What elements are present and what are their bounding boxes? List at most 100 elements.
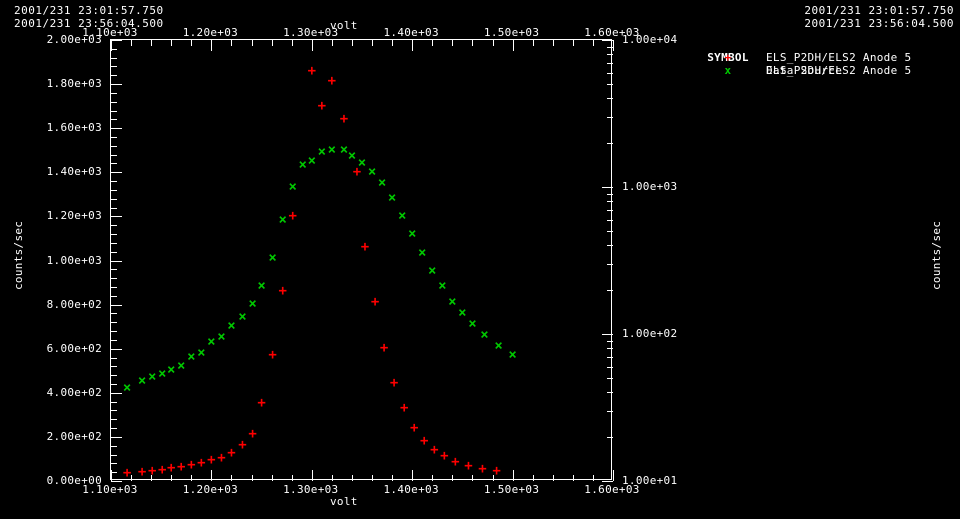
data-point-series-0: +	[207, 451, 216, 468]
y-left-minor-tick	[111, 463, 117, 465]
x-major-tick-top	[311, 40, 313, 51]
y-right-major-tick	[602, 187, 613, 188]
x-minor-tick-bottom	[131, 475, 133, 481]
y-left-tick-label-0: 0.00e+00	[46, 474, 102, 487]
y-right-minor-tick	[607, 378, 613, 380]
x-major-tick-top	[111, 40, 112, 51]
x-minor-tick-top	[392, 40, 394, 46]
data-point-series-0: +	[440, 448, 449, 465]
x-minor-tick-top	[532, 40, 534, 46]
y-left-major-tick	[111, 40, 122, 41]
legend-source-1: ELS_P2DH/ELS2 Anode 5	[766, 64, 912, 77]
y-right-minor-tick	[607, 62, 613, 64]
data-point-series-0: +	[177, 459, 186, 476]
y-left-minor-tick	[111, 401, 117, 403]
data-point-series-0: +	[399, 399, 409, 416]
x-minor-tick-top	[131, 40, 133, 46]
y-left-minor-tick	[111, 75, 117, 77]
y-left-minor-tick	[111, 322, 117, 324]
legend-entries: + ELS_P2DH/ELS2 Anode 5 x ELS_P2DH/ELS2 Ano…	[690, 51, 912, 77]
data-point-series-0: +	[238, 437, 247, 454]
data-point-series-1: ×	[137, 373, 147, 390]
y-left-tick-label-10: 2.00e+03	[46, 33, 102, 46]
data-point-series-0: +	[389, 375, 399, 392]
data-point-series-1: ×	[418, 245, 427, 262]
data-point-series-1: ×	[377, 174, 387, 191]
x-minor-tick-bottom	[291, 475, 293, 481]
y-left-minor-tick	[111, 445, 117, 447]
data-point-series-0: +	[257, 395, 266, 412]
x-minor-tick-bottom	[271, 475, 273, 481]
x-tick-label-bottom-2: 1.30e+03	[283, 483, 339, 496]
data-point-series-0: +	[451, 453, 460, 470]
y-left-minor-tick	[111, 366, 117, 368]
y-left-tick-label-8: 1.60e+03	[46, 121, 102, 135]
x-minor-tick-bottom	[351, 475, 353, 481]
x-axis-title-top: volt	[330, 19, 358, 32]
data-point-series-1: ×	[238, 309, 247, 326]
y-left-minor-tick	[111, 225, 117, 227]
x-minor-tick-bottom	[392, 475, 394, 481]
data-point-series-0: +	[122, 464, 132, 479]
data-point-series-0: +	[492, 462, 501, 479]
y-left-tick-label-6: 1.20e+03	[46, 209, 102, 223]
x-minor-tick-top	[191, 40, 193, 46]
data-point-series-0: +	[379, 340, 389, 357]
data-point-series-1: ×	[438, 278, 447, 295]
x-minor-tick-bottom	[151, 475, 153, 481]
data-point-series-1: ×	[187, 349, 196, 366]
y-left-minor-tick	[111, 339, 117, 341]
data-point-series-1: ×	[268, 249, 277, 266]
x-minor-tick-bottom	[191, 475, 193, 481]
y-right-minor-tick	[607, 245, 613, 247]
y-right-minor-tick	[607, 348, 613, 350]
y-left-major-tick	[111, 172, 122, 174]
y-left-minor-tick	[111, 357, 117, 359]
y-left-minor-tick	[111, 242, 117, 244]
data-point-series-1: ×	[288, 179, 297, 196]
y-left-minor-tick	[111, 181, 117, 183]
data-point-series-1: ×	[307, 152, 317, 169]
legend-symbol-header: SYMBOL	[707, 51, 749, 64]
y-left-major-tick	[111, 436, 122, 438]
x-major-tick-bottom	[211, 470, 213, 481]
y-left-major-tick	[111, 128, 122, 130]
x-minor-tick-top	[452, 40, 454, 46]
y-right-tick-label-2: 1.00e+03	[622, 180, 678, 193]
y-left-minor-tick	[111, 331, 117, 333]
y-right-minor-tick	[607, 436, 613, 438]
x-minor-tick-top	[552, 40, 554, 46]
data-point-series-1: ×	[167, 362, 176, 379]
data-point-series-0: +	[217, 450, 226, 467]
y-left-minor-tick	[111, 375, 117, 377]
data-point-series-1: ×	[317, 143, 327, 160]
data-point-series-0: +	[464, 458, 473, 475]
y-left-minor-tick	[111, 251, 117, 253]
y-left-major-tick	[111, 84, 122, 86]
y-right-minor-tick	[607, 72, 613, 74]
x-minor-tick-bottom	[592, 475, 594, 481]
data-point-series-1: ×	[448, 293, 457, 310]
data-point-series-1: ×	[257, 278, 266, 295]
y-right-minor-tick	[607, 392, 613, 394]
data-point-series-0: +	[187, 456, 196, 473]
y-axis-title-right: counts/sec	[930, 220, 943, 290]
data-point-series-0: +	[339, 110, 349, 127]
header-left-timestamp-end: 2001/231 23:56:04.500	[14, 17, 164, 30]
data-point-series-1: ×	[367, 163, 377, 180]
x-minor-tick-bottom	[492, 475, 494, 481]
y-left-major-tick	[111, 260, 122, 262]
x-minor-tick-top	[171, 40, 173, 46]
y-right-minor-tick	[607, 84, 613, 86]
x-minor-tick-bottom	[572, 475, 574, 481]
x-minor-tick-bottom	[231, 475, 233, 481]
x-tick-label-bottom-5: 1.60e+03	[584, 483, 640, 496]
y-right-minor-tick	[607, 219, 613, 221]
data-point-series-1: ×	[248, 296, 257, 313]
data-point-series-0: +	[352, 163, 362, 180]
y-right-minor-tick	[607, 116, 613, 118]
x-major-tick-bottom	[111, 470, 112, 481]
y-left-minor-tick	[111, 101, 117, 103]
y-right-minor-tick	[607, 340, 613, 342]
legend-row-0: + ELS_P2DH/ELS2 Anode 5	[690, 51, 912, 64]
